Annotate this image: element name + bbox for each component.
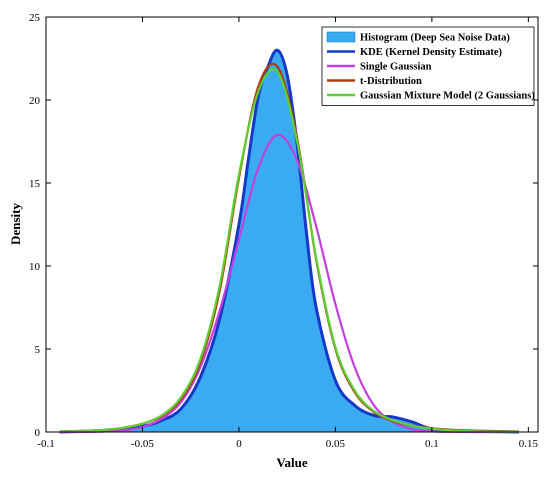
- x-tick-label: -0.05: [131, 438, 154, 450]
- x-axis-label: Value: [276, 455, 308, 470]
- y-tick-label: 5: [35, 344, 41, 356]
- axis-ticks: -0.1 -0.05 0 0.05 0.1 0.15 0 5 10 15 20 25: [29, 12, 538, 450]
- legend-label-kde-kernel-density-estimate: KDE (Kernel Density Estimate): [360, 47, 503, 58]
- x-tick-label: 0: [236, 438, 242, 450]
- legend: Histogram (Deep Sea Noise Data) KDE (Kern…: [321, 26, 535, 106]
- x-tick-label: 0.1: [425, 438, 439, 450]
- x-tick-label: 0.15: [519, 438, 539, 450]
- x-tick-label: -0.1: [37, 438, 54, 450]
- y-tick-label: 10: [29, 261, 41, 273]
- legend-swatch-histogram-deep-sea-noise-data: [326, 31, 356, 43]
- y-tick-label: 15: [29, 178, 41, 190]
- y-axis-label: Density: [8, 203, 23, 245]
- y-tick-label: 25: [29, 12, 41, 24]
- legend-label-single-gaussian: Single Gaussian: [360, 62, 432, 73]
- x-tick-label: 0.05: [326, 438, 346, 450]
- legend-label-t-distribution: t-Distribution: [360, 76, 422, 87]
- plot-frame: [45, 16, 539, 433]
- y-tick-label: 0: [35, 427, 41, 439]
- legend-label-histogram-deep-sea-noise-data: Histogram (Deep Sea Noise Data): [360, 33, 510, 44]
- chart-marks: [59, 48, 519, 434]
- legend-box: [321, 26, 535, 106]
- series-line-kde-kernel-density-estimate: [59, 48, 519, 434]
- legend-label-gaussian-mixture-model-2-gaussians: Gaussian Mixture Model (2 Gaussians): [360, 91, 535, 102]
- y-tick-label: 20: [29, 95, 41, 107]
